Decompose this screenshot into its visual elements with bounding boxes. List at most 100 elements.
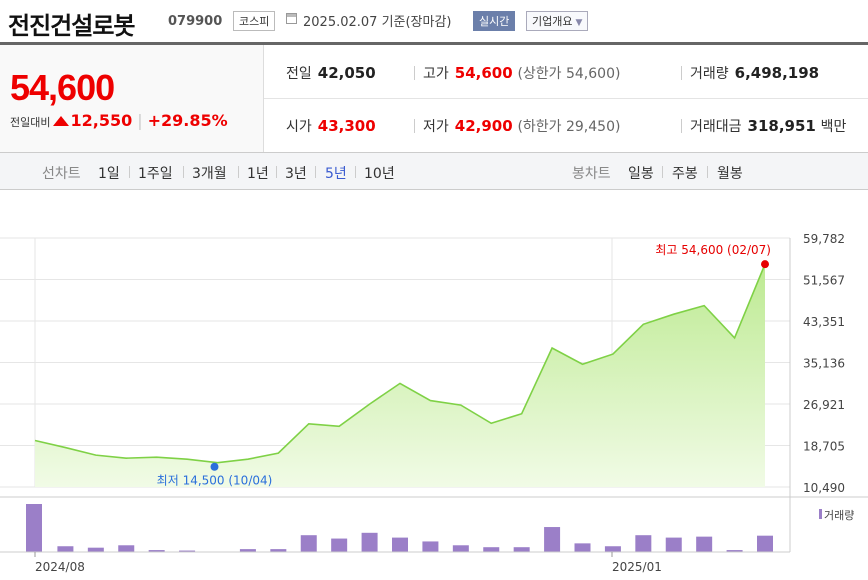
volume-bar bbox=[422, 541, 439, 552]
volume-legend-swatch bbox=[819, 509, 822, 519]
candle-chart-label: 봉차트 bbox=[572, 166, 611, 182]
stat-amount: 거래대금 318,951 백만 bbox=[690, 116, 846, 136]
max-marker bbox=[761, 260, 769, 269]
volume-bar bbox=[513, 547, 530, 552]
current-price: 54,600 bbox=[10, 67, 115, 108]
tab-separator bbox=[315, 166, 316, 178]
volume-bar bbox=[270, 549, 287, 552]
stat-high-label: 고가 bbox=[423, 66, 449, 82]
volume-bar bbox=[452, 545, 469, 552]
stat-low: 저가 42,900 (하한가 29,450) bbox=[423, 116, 620, 136]
y-tick-label: 59,782 bbox=[803, 232, 845, 246]
tab-separator bbox=[238, 166, 239, 178]
volume-bar bbox=[604, 546, 621, 552]
change-row: 전일대비 12,550 | +29.85% bbox=[10, 111, 228, 130]
stat-prev-value: 42,050 bbox=[317, 64, 376, 82]
y-tick-label: 51,567 bbox=[803, 274, 845, 288]
stat-low-label: 저가 bbox=[423, 119, 449, 135]
volume-bar bbox=[87, 547, 104, 552]
stat-open-label: 시가 bbox=[286, 119, 312, 135]
stat-prev-label: 전일 bbox=[286, 66, 312, 82]
stat-volume: 거래량 6,498,198 bbox=[690, 63, 819, 83]
volume-bar bbox=[118, 545, 135, 552]
tab-1y[interactable]: 1년 bbox=[247, 166, 269, 182]
date-text: 2025.02.07 기준(장마감) bbox=[303, 15, 452, 30]
tab-separator bbox=[662, 166, 663, 178]
stat-open: 시가 43,300 bbox=[286, 116, 376, 136]
company-overview-dropdown[interactable]: 기업개요 ▼ bbox=[526, 11, 589, 31]
stat-volume-label: 거래량 bbox=[690, 66, 729, 82]
stat-prev: 전일 42,050 bbox=[286, 63, 376, 83]
change-percent: +29.85% bbox=[147, 111, 228, 130]
chevron-down-icon: ▼ bbox=[575, 18, 583, 28]
chart-tabs: 선차트 1일 1주일 3개월 1년 3년 5년 10년 봉차트 일봉 주봉 월봉 bbox=[0, 152, 868, 190]
y-tick-label: 43,351 bbox=[803, 315, 845, 329]
volume-bar bbox=[635, 535, 652, 552]
volume-bar bbox=[757, 535, 773, 552]
line-chart-label: 선차트 bbox=[42, 166, 81, 182]
tab-1d[interactable]: 1일 bbox=[98, 166, 120, 182]
change-label: 전일대비 bbox=[10, 116, 51, 129]
volume-bar bbox=[696, 536, 713, 552]
tab-separator bbox=[355, 166, 356, 178]
volume-bar bbox=[148, 550, 165, 552]
volume-bar bbox=[57, 546, 74, 552]
price-line bbox=[34, 263, 766, 464]
stat-amount-value: 318,951 bbox=[747, 117, 816, 135]
min-marker bbox=[210, 462, 219, 471]
stat-volume-value: 6,498,198 bbox=[734, 64, 820, 82]
stat-high: 고가 54,600 (상한가 54,600) bbox=[423, 63, 620, 83]
stat-amount-unit: 백만 bbox=[820, 119, 847, 135]
min-label: 최저 14,500 (10/04) bbox=[157, 474, 273, 488]
y-tick-label: 10,490 bbox=[803, 481, 845, 495]
x-tick-label: 2025/01 bbox=[612, 560, 662, 574]
price-summary: 54,600 전일대비 12,550 | +29.85% bbox=[0, 45, 264, 152]
stat-high-value: 54,600 bbox=[454, 64, 513, 82]
stat-divider bbox=[414, 66, 415, 80]
stats-grid: 전일 42,050 고가 54,600 (상한가 54,600) 거래량 6,498,… bbox=[264, 45, 868, 152]
volume-bar bbox=[726, 550, 743, 552]
stock-header: 전진건설로봇 079900 코스피 2025.02.07 기준(장마감) 실시간… bbox=[0, 0, 868, 42]
tab-monthly-candle[interactable]: 월봉 bbox=[717, 166, 743, 182]
stat-upper-limit: (상한가 54,600) bbox=[517, 66, 621, 82]
stat-amount-label: 거래대금 bbox=[690, 119, 742, 135]
tab-separator bbox=[183, 166, 184, 178]
tab-3y[interactable]: 3년 bbox=[285, 166, 307, 182]
tab-5y[interactable]: 5년 bbox=[325, 166, 347, 182]
realtime-button[interactable]: 실시간 bbox=[473, 11, 516, 31]
volume-bar bbox=[574, 543, 591, 552]
stat-lower-limit: (하한가 29,450) bbox=[517, 119, 621, 135]
header-divider bbox=[0, 42, 868, 45]
market-badge: 코스피 bbox=[233, 11, 276, 31]
change-amount: 12,550 bbox=[70, 111, 133, 130]
volume-bar bbox=[26, 504, 42, 552]
volume-bar bbox=[361, 532, 378, 552]
volume-bar bbox=[300, 535, 317, 552]
tab-1w[interactable]: 1주일 bbox=[138, 166, 173, 182]
tab-daily-candle[interactable]: 일봉 bbox=[628, 166, 654, 182]
calendar-icon bbox=[286, 13, 297, 24]
y-tick-label: 35,136 bbox=[803, 357, 845, 371]
max-label: 최고 54,600 (02/07) bbox=[655, 243, 771, 257]
stat-divider bbox=[681, 119, 682, 133]
y-tick-label: 18,705 bbox=[803, 440, 845, 454]
change-separator: | bbox=[137, 111, 143, 130]
volume-bar bbox=[483, 547, 500, 552]
volume-bar bbox=[665, 537, 682, 552]
volume-bar bbox=[179, 550, 196, 553]
volume-bar bbox=[544, 527, 561, 552]
stat-low-value: 42,900 bbox=[454, 117, 513, 135]
x-tick-label: 2024/08 bbox=[35, 560, 85, 574]
volume-bar bbox=[331, 538, 348, 552]
tab-10y[interactable]: 10년 bbox=[364, 166, 395, 182]
up-arrow-icon bbox=[53, 116, 70, 126]
tab-3m[interactable]: 3개월 bbox=[192, 166, 227, 182]
stat-divider bbox=[681, 66, 682, 80]
tab-weekly-candle[interactable]: 주봉 bbox=[672, 166, 698, 182]
volume-legend-label: 거래량 bbox=[824, 509, 854, 522]
volume-bar bbox=[392, 537, 408, 552]
tab-separator bbox=[129, 166, 130, 178]
y-tick-label: 26,921 bbox=[803, 398, 845, 412]
stat-open-value: 43,300 bbox=[317, 117, 376, 135]
